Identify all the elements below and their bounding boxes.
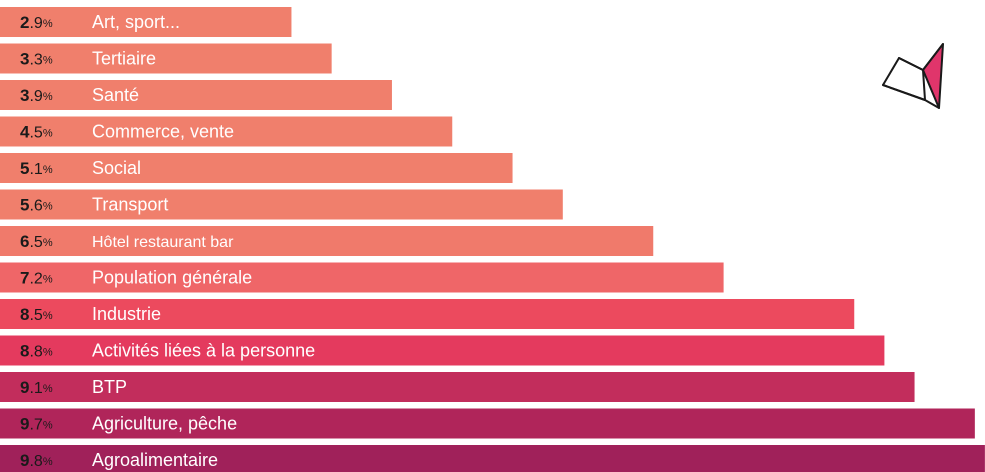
bar: [0, 408, 975, 439]
value-label-unit: %: [43, 310, 53, 322]
value-label-int: 3: [20, 50, 29, 69]
value-label: 3.9%: [20, 86, 53, 105]
value-label-dec: .8: [29, 344, 42, 361]
category-label: Hôtel restaurant bar: [92, 234, 234, 251]
category-label: Art, sport...: [92, 12, 180, 32]
value-label-int: 4: [20, 123, 30, 142]
value-label-unit: %: [43, 201, 53, 213]
value-label-dec: .1: [29, 380, 42, 397]
value-label-int: 5: [20, 159, 29, 178]
value-label-dec: .9: [29, 15, 42, 32]
category-label: Activités liées à la personne: [92, 341, 315, 361]
bar: [0, 299, 855, 329]
value-label: 5.1%: [20, 159, 53, 178]
value-label-unit: %: [43, 128, 53, 140]
value-label-int: 7: [20, 269, 29, 288]
category-label: Population générale: [92, 268, 252, 288]
value-label: 9.7%: [20, 415, 53, 434]
bar: [0, 335, 885, 366]
category-label: Transport: [92, 195, 168, 215]
value-label-int: 9: [20, 378, 29, 397]
value-label-unit: %: [43, 164, 53, 176]
category-label: Agroalimentaire: [92, 450, 218, 470]
category-label: Agriculture, pêche: [92, 414, 237, 434]
value-label: 9.8%: [20, 451, 53, 470]
value-label: 4.5%: [20, 123, 53, 142]
category-label: Commerce, vente: [92, 122, 234, 142]
value-label-dec: .5: [29, 125, 42, 142]
bar: [0, 116, 453, 147]
paper-plane-icon: [882, 43, 944, 109]
bar: [0, 7, 292, 37]
bar: [0, 153, 513, 183]
value-label-unit: %: [43, 274, 53, 286]
bar: [0, 43, 332, 74]
value-label: 5.6%: [20, 196, 53, 215]
value-label-dec: .6: [29, 198, 42, 215]
value-label: 3.3%: [20, 50, 53, 69]
category-label: Industrie: [92, 304, 161, 324]
value-label-unit: %: [43, 237, 53, 249]
bar: [0, 445, 985, 472]
value-label-dec: .2: [29, 271, 42, 288]
category-label: Santé: [92, 85, 139, 105]
value-label-dec: .1: [29, 161, 42, 178]
value-label-int: 8: [20, 305, 29, 324]
value-label-unit: %: [43, 420, 53, 432]
value-label: 7.2%: [20, 269, 53, 288]
value-label-dec: .7: [29, 417, 42, 434]
value-label-unit: %: [43, 383, 53, 395]
value-label-dec: .9: [29, 88, 42, 105]
value-label-unit: %: [43, 456, 53, 468]
value-label-int: 2: [20, 13, 29, 32]
value-label-int: 9: [20, 451, 29, 470]
value-label-dec: .3: [29, 52, 42, 69]
value-label: 2.9%: [20, 13, 53, 32]
value-label: 9.1%: [20, 378, 53, 397]
value-label: 6.5%: [20, 232, 53, 251]
category-label: Social: [92, 158, 141, 178]
value-label-dec: .5: [29, 307, 42, 324]
value-label-int: 6: [20, 232, 29, 251]
value-label-dec: .5: [29, 234, 42, 251]
value-label-unit: %: [43, 347, 53, 359]
category-label: Tertiaire: [92, 49, 156, 69]
value-label-int: 9: [20, 415, 29, 434]
value-label-unit: %: [43, 91, 53, 103]
bar: [0, 372, 915, 402]
category-label: BTP: [92, 377, 127, 397]
value-label-int: 5: [20, 196, 29, 215]
value-label-unit: %: [43, 18, 53, 30]
bar: [0, 226, 654, 256]
value-label: 8.8%: [20, 342, 53, 361]
bar: [0, 262, 724, 293]
value-label-int: 8: [20, 342, 29, 361]
value-label-int: 3: [20, 86, 29, 105]
value-label: 8.5%: [20, 305, 53, 324]
value-label-unit: %: [43, 55, 53, 67]
value-label-dec: .8: [29, 453, 42, 470]
bar: [0, 189, 563, 220]
bar: [0, 80, 392, 110]
